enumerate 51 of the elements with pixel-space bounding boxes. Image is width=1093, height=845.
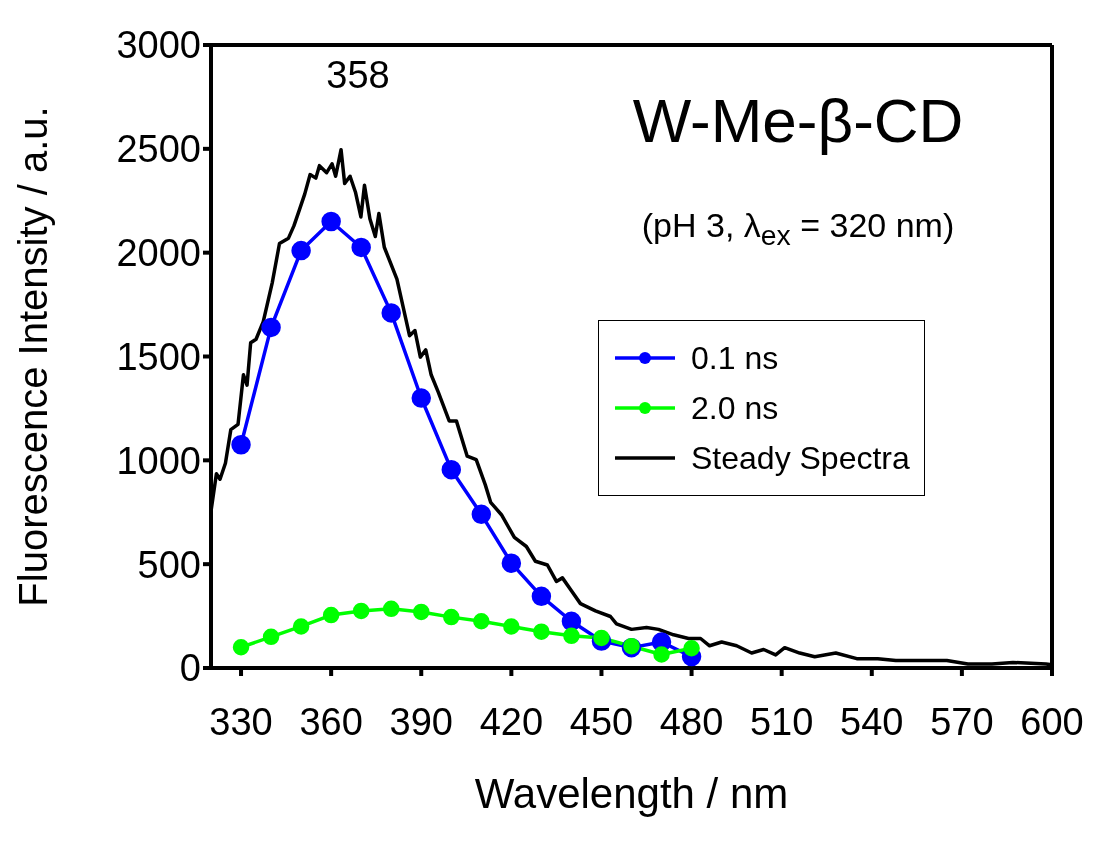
- point: [441, 459, 462, 480]
- point: [653, 646, 670, 663]
- legend-label: 2.0 ns: [691, 389, 779, 427]
- y-tick-label: 0: [179, 647, 201, 690]
- y-tick-label: 1000: [116, 439, 201, 482]
- point: [413, 603, 430, 621]
- point: [292, 618, 310, 635]
- point: [531, 586, 552, 607]
- point: [471, 504, 492, 525]
- point: [443, 608, 460, 626]
- point: [473, 613, 490, 630]
- point: [352, 602, 370, 620]
- x-tick-label: 600: [1020, 700, 1084, 743]
- point: [533, 623, 550, 640]
- point: [411, 388, 431, 408]
- x-tick-label: 360: [299, 700, 363, 743]
- y-tick-label: 2500: [116, 128, 201, 171]
- x-tick-label: 570: [930, 700, 994, 743]
- x-axis-title: Wavelength / nm: [474, 770, 789, 817]
- x-tick-label: 390: [389, 700, 453, 743]
- x-tick-label: 510: [749, 700, 814, 743]
- text: W-Me-β-CD: [631, 86, 965, 156]
- y-tick-label: 1500: [116, 335, 201, 378]
- point: [683, 640, 700, 657]
- point: [291, 240, 311, 261]
- x-tick-label: 540: [840, 700, 904, 743]
- point: [382, 600, 400, 618]
- point: [563, 627, 580, 645]
- point: [503, 618, 520, 635]
- legend-label: 0.1 ns: [691, 339, 779, 377]
- text: (pH 3, λ$_{ex}$ = 320 nm): [640, 206, 956, 252]
- y-axis-title: Fluorescence Intensity / a.u.: [11, 106, 56, 607]
- x-tick-label: 450: [569, 700, 634, 743]
- point: [381, 303, 401, 323]
- x-tick-label: 330: [209, 700, 273, 743]
- point: [321, 211, 341, 232]
- point: [322, 606, 340, 624]
- legend-label: Steady Spectra: [691, 439, 910, 477]
- annotation: 358: [325, 54, 391, 97]
- point: [262, 628, 280, 646]
- point: [351, 237, 371, 258]
- point: [261, 317, 281, 338]
- x-tick-label: 480: [659, 700, 724, 743]
- point: [561, 611, 582, 632]
- y-tick-label: 3000: [116, 24, 201, 67]
- point: [232, 638, 250, 656]
- point: [501, 553, 522, 573]
- y-tick-label: 500: [137, 543, 201, 586]
- point: [231, 435, 251, 455]
- y-tick-label: 2000: [116, 232, 201, 275]
- x-tick-label: 420: [479, 700, 544, 743]
